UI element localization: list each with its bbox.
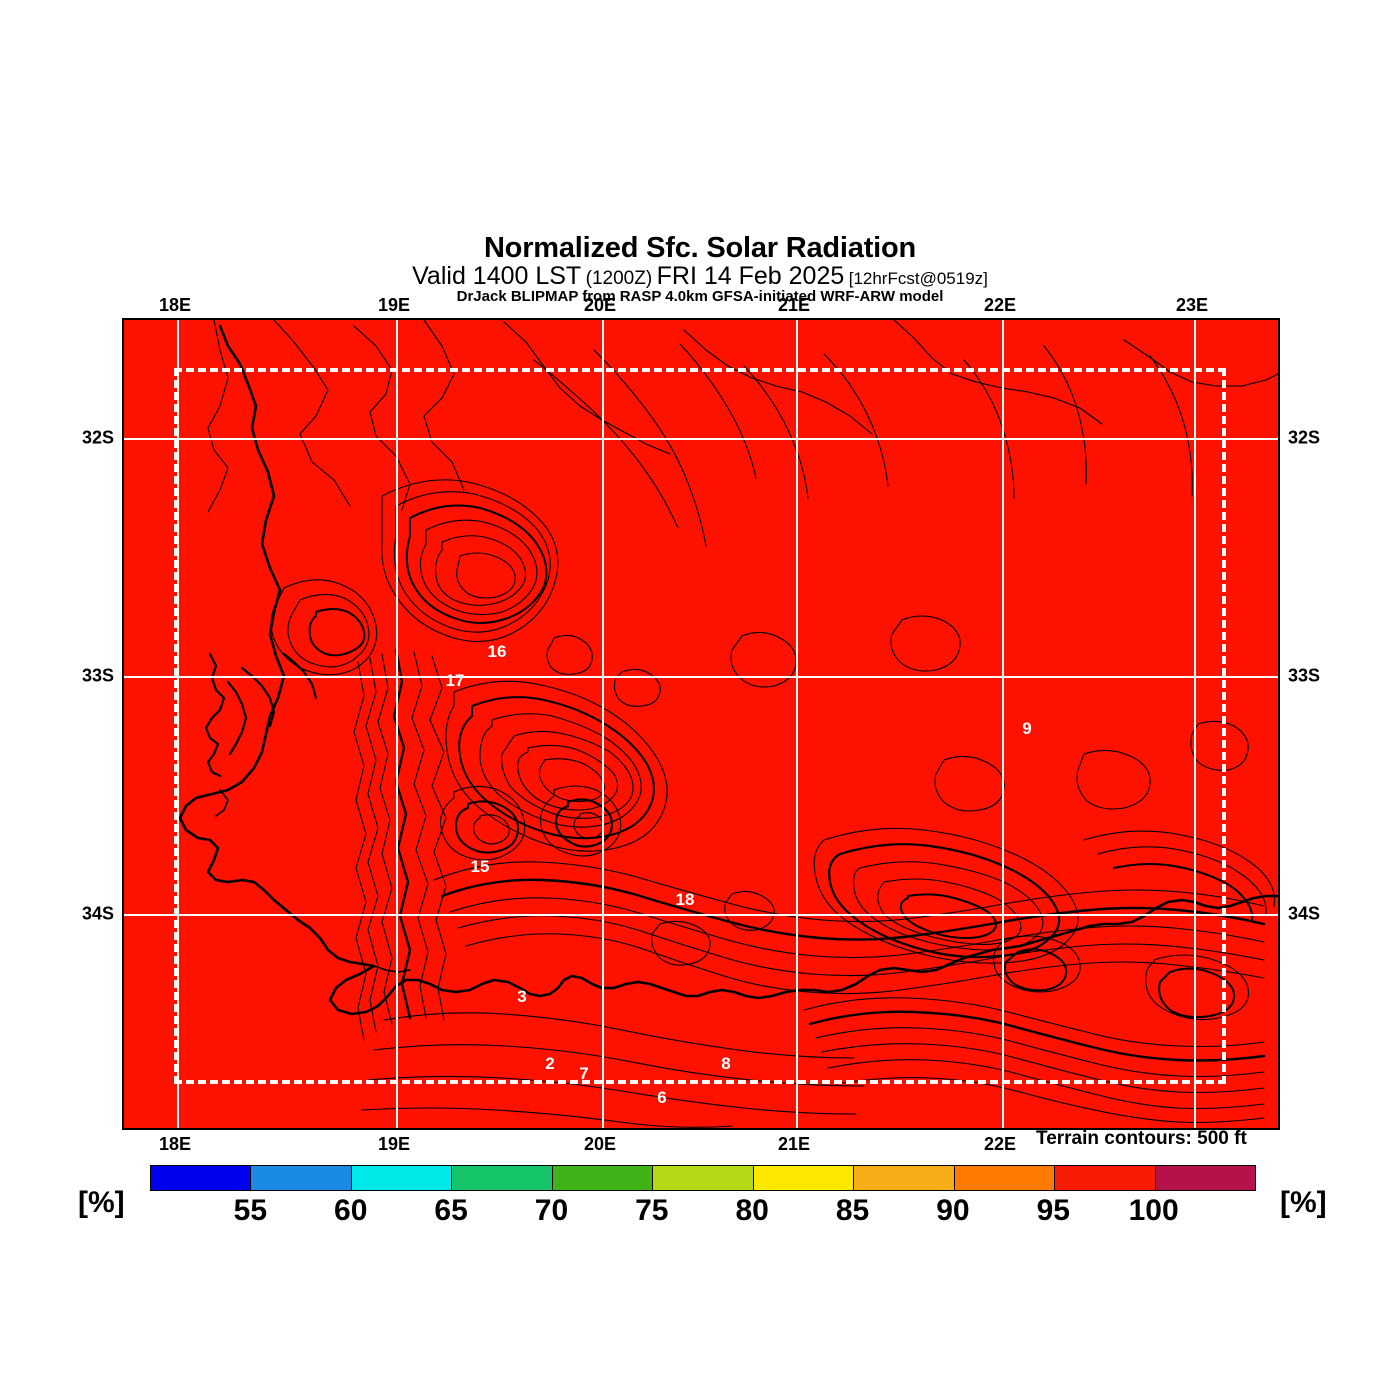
waypoint-label-6[interactable]: 6 bbox=[657, 1088, 667, 1107]
valid-date: FRI 14 Feb 2025 bbox=[656, 262, 845, 290]
colorbar-segment-6 bbox=[752, 1166, 854, 1190]
lon-label-bottom-20E: 20E bbox=[583, 1134, 617, 1154]
colorbar-segment-7 bbox=[853, 1166, 954, 1190]
colorbar-tick-70: 70 bbox=[534, 1194, 569, 1227]
lon-label-top-21E: 21E bbox=[777, 295, 811, 315]
colorbar-tick-80: 80 bbox=[735, 1194, 769, 1227]
waypoint-label-3[interactable]: 3 bbox=[517, 987, 527, 1006]
gridline-lon-22E bbox=[1002, 320, 1004, 1128]
lon-label-bottom-21E: 21E bbox=[777, 1134, 811, 1154]
colorbar-tick-95: 95 bbox=[1036, 1194, 1070, 1227]
colorbar-segment-5 bbox=[652, 1166, 753, 1190]
lon-label-bottom-19E: 19E bbox=[377, 1134, 411, 1154]
colorbar-legend: [%] [%] 55 60 65 70 75 80 85 90 95 100 bbox=[0, 1160, 1400, 1240]
forecast-tag: [12hrFcst@0519z] bbox=[848, 269, 988, 288]
colorbar-tick-100: 100 bbox=[1128, 1194, 1179, 1227]
waypoint-label-2[interactable]: 2 bbox=[545, 1054, 555, 1073]
colorbar-tick-55: 55 bbox=[233, 1194, 268, 1227]
colorbar-unit-left: [%] bbox=[78, 1186, 125, 1219]
lon-label-bottom-18E: 18E bbox=[158, 1134, 192, 1154]
gridline-lon-20E bbox=[602, 320, 604, 1128]
lat-label-right-34S: 34S bbox=[1288, 903, 1321, 924]
colorbar-tick-85: 85 bbox=[835, 1194, 870, 1227]
colorbar-segment-0 bbox=[151, 1166, 251, 1190]
gridline-lon-19E bbox=[396, 320, 398, 1128]
lon-label-top-22E: 22E bbox=[983, 295, 1017, 315]
waypoint-label-7[interactable]: 7 bbox=[579, 1064, 589, 1083]
valid-utc-time: (1200Z) bbox=[585, 268, 653, 289]
gridline-lon-23E bbox=[1194, 320, 1196, 1128]
gridline-lat-34S bbox=[124, 914, 1278, 916]
lon-label-bottom-22E: 22E bbox=[983, 1134, 1017, 1154]
lat-label-left-34S: 34S bbox=[81, 903, 114, 924]
lat-label-right-32S: 32S bbox=[1288, 427, 1321, 448]
waypoint-label-8[interactable]: 8 bbox=[721, 1054, 731, 1073]
lon-label-top-20E: 20E bbox=[583, 295, 617, 315]
lon-label-top-19E: 19E bbox=[377, 295, 411, 315]
colorbar-tick-60: 60 bbox=[334, 1194, 368, 1227]
lon-label-top-18E: 18E bbox=[158, 295, 192, 315]
gridline-lat-33S bbox=[124, 676, 1278, 678]
valid-time-line: Valid 1400 LST (1200Z) FRI 14 Feb 2025 [… bbox=[0, 262, 1400, 291]
page-title: Normalized Sfc. Solar Radiation bbox=[483, 232, 917, 264]
colorbar-segment-8 bbox=[953, 1166, 1055, 1190]
lon-label-top-23E: 23E bbox=[1175, 295, 1209, 315]
colorbar-segment-3 bbox=[451, 1166, 552, 1190]
lat-label-left-33S: 33S bbox=[81, 665, 114, 686]
colorbar-segment-10 bbox=[1154, 1166, 1255, 1190]
model-credit: DrJack BLIPMAP from RASP 4.0km GFSA-init… bbox=[456, 288, 944, 305]
terrain-contour-layer bbox=[178, 320, 1278, 1128]
colorbar-unit-right: [%] bbox=[1280, 1186, 1327, 1219]
colorbar-tick-90: 90 bbox=[936, 1194, 970, 1227]
waypoint-label-15[interactable]: 15 bbox=[470, 857, 490, 876]
solar-radiation-map[interactable]: 123456789101112131415161718 bbox=[122, 318, 1280, 1130]
lat-label-right-33S: 33S bbox=[1288, 665, 1321, 686]
waypoint-label-16[interactable]: 16 bbox=[487, 642, 507, 661]
valid-local-time: Valid 1400 LST bbox=[412, 262, 582, 290]
gridline-lon-18E bbox=[177, 320, 179, 1128]
waypoint-label-18[interactable]: 18 bbox=[675, 890, 695, 909]
colorbar-tick-75: 75 bbox=[635, 1194, 669, 1227]
terrain-contour-note: Terrain contours: 500 ft bbox=[1036, 1128, 1247, 1149]
colorbar-segment-1 bbox=[250, 1166, 351, 1190]
gridline-lon-21E bbox=[796, 320, 798, 1128]
colorbar-segment-2 bbox=[350, 1166, 452, 1190]
gridline-lat-32S bbox=[124, 438, 1278, 440]
waypoint-label-17[interactable]: 17 bbox=[445, 671, 465, 690]
waypoint-label-9[interactable]: 9 bbox=[1022, 719, 1032, 738]
colorbar-tick-65: 65 bbox=[434, 1194, 468, 1227]
lat-label-left-32S: 32S bbox=[81, 427, 114, 448]
colorbar-segment-4 bbox=[551, 1166, 653, 1190]
colorbar-strip[interactable] bbox=[150, 1165, 1256, 1191]
colorbar-segment-9 bbox=[1054, 1166, 1155, 1190]
